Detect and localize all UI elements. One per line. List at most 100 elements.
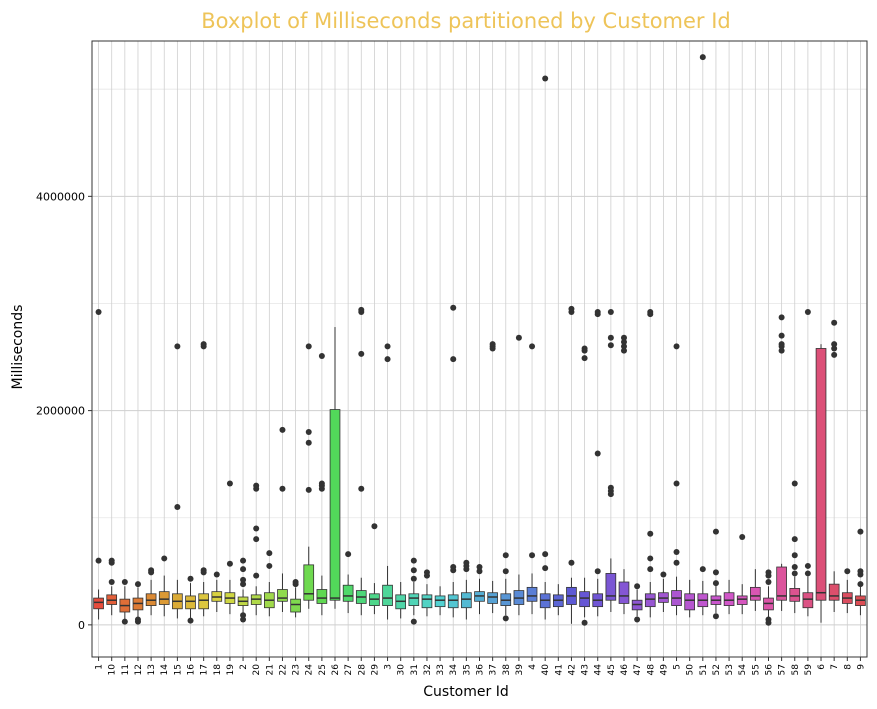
outlier-point bbox=[108, 557, 115, 564]
box-body bbox=[461, 592, 472, 609]
outlier-point bbox=[594, 568, 601, 575]
x-tick-label: 34 bbox=[449, 664, 459, 676]
box-14 bbox=[158, 555, 170, 617]
x-tick-label: 29 bbox=[370, 664, 380, 676]
box-59 bbox=[802, 309, 814, 617]
x-tick-label: 22 bbox=[278, 664, 288, 675]
box-body bbox=[303, 564, 315, 601]
x-tick-label: 2 bbox=[239, 664, 249, 670]
outlier-point bbox=[318, 352, 325, 359]
box-body bbox=[277, 589, 288, 602]
outlier-point bbox=[581, 345, 588, 352]
box-31 bbox=[408, 557, 420, 625]
outlier-point bbox=[358, 350, 365, 357]
outlier-point bbox=[345, 551, 352, 558]
outlier-point bbox=[778, 347, 785, 354]
outlier-point bbox=[121, 618, 128, 625]
outlier-point bbox=[620, 339, 627, 346]
outlier-point bbox=[712, 569, 719, 576]
box-body bbox=[434, 595, 446, 608]
outlier-point bbox=[857, 528, 864, 535]
box-4 bbox=[526, 343, 538, 615]
x-tick-label: 23 bbox=[292, 664, 302, 675]
outlier-point bbox=[95, 557, 102, 564]
box-8 bbox=[841, 568, 853, 614]
box-body bbox=[776, 566, 787, 601]
box-body bbox=[185, 595, 196, 610]
x-tick-label: 18 bbox=[213, 664, 223, 676]
outlier-point bbox=[213, 571, 220, 578]
outlier-point bbox=[673, 480, 680, 487]
outlier-point bbox=[673, 343, 680, 350]
x-tick-label: 25 bbox=[318, 664, 328, 675]
outlier-point bbox=[673, 559, 680, 566]
box-body bbox=[828, 583, 840, 601]
x-tick-label: 8 bbox=[843, 664, 853, 670]
x-tick-label: 32 bbox=[423, 664, 433, 675]
y-axis-ticks: 0 2000000 4000000 bbox=[36, 190, 92, 632]
box-body bbox=[605, 573, 617, 601]
box-12 bbox=[132, 581, 144, 625]
chart-title: Boxplot of Milliseconds partitioned by C… bbox=[201, 9, 731, 33]
box-3 bbox=[382, 343, 393, 620]
x-tick-label: 10 bbox=[108, 664, 118, 676]
outlier-point bbox=[739, 534, 746, 541]
outlier-point bbox=[542, 565, 549, 572]
box-45 bbox=[605, 309, 617, 613]
x-tick-label: 48 bbox=[646, 664, 656, 676]
outlier-point bbox=[502, 552, 509, 559]
x-tick-label: 50 bbox=[686, 664, 696, 676]
outlier-point bbox=[358, 306, 365, 313]
outlier-point bbox=[476, 564, 483, 571]
outlier-point bbox=[699, 54, 706, 61]
x-tick-label: 31 bbox=[410, 664, 420, 675]
outlier-point bbox=[699, 566, 706, 573]
outlier-point bbox=[831, 351, 838, 358]
outlier-point bbox=[358, 485, 365, 492]
outlier-point bbox=[542, 75, 549, 82]
outlier-point bbox=[607, 342, 614, 349]
outlier-point bbox=[568, 559, 575, 566]
outlier-point bbox=[791, 552, 798, 559]
outlier-point bbox=[647, 309, 654, 316]
x-tick-label: 44 bbox=[594, 664, 604, 676]
outlier-point bbox=[253, 482, 260, 489]
outlier-point bbox=[423, 569, 430, 576]
x-tick-label: 35 bbox=[462, 664, 472, 675]
box-body bbox=[447, 594, 459, 609]
outlier-point bbox=[134, 581, 141, 588]
outlier-point bbox=[253, 525, 260, 532]
outlier-point bbox=[279, 426, 286, 433]
outlier-point bbox=[831, 341, 838, 348]
outlier-point bbox=[620, 347, 627, 354]
box-2 bbox=[237, 557, 249, 623]
x-tick-label: 9 bbox=[856, 664, 866, 670]
x-axis-ticks: 1 10 11 12 13 14 15 16 17 18 19 2 20 21 22 23 24 25 26 27 28… bbox=[95, 657, 866, 676]
outlier-point bbox=[791, 570, 798, 577]
box-47 bbox=[631, 583, 643, 623]
x-tick-label: 1 bbox=[95, 664, 105, 670]
box-body bbox=[815, 348, 827, 601]
box-24 bbox=[303, 343, 315, 609]
outlier-point bbox=[95, 309, 102, 316]
outlier-point bbox=[502, 568, 509, 575]
x-tick-label: 26 bbox=[331, 664, 341, 676]
outlier-point bbox=[108, 579, 115, 586]
outlier-point bbox=[240, 612, 247, 619]
outlier-point bbox=[712, 613, 719, 620]
outlier-point bbox=[187, 575, 194, 582]
boxes-layer bbox=[93, 54, 866, 626]
outlier-point bbox=[279, 485, 286, 492]
box-42 bbox=[566, 305, 577, 624]
box-49 bbox=[658, 571, 669, 613]
box-body bbox=[382, 584, 393, 606]
box-16 bbox=[185, 575, 196, 624]
outlier-point bbox=[226, 480, 233, 487]
box-44 bbox=[592, 309, 604, 617]
outlier-point bbox=[134, 616, 141, 623]
x-tick-label: 30 bbox=[397, 664, 407, 676]
outlier-point bbox=[161, 555, 168, 562]
outlier-point bbox=[240, 616, 247, 623]
box-25 bbox=[316, 352, 328, 616]
x-tick-label: 55 bbox=[751, 664, 761, 675]
